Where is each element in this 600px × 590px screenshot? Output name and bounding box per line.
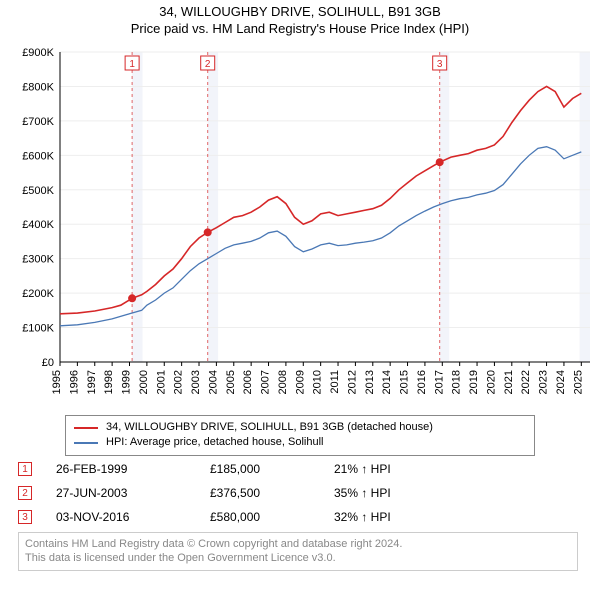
svg-text:1997: 1997 bbox=[86, 370, 98, 394]
svg-text:2019: 2019 bbox=[468, 370, 480, 394]
event-row: 1 26-FEB-1999 £185,000 21% ↑ HPI bbox=[18, 460, 578, 478]
legend-label: 34, WILLOUGHBY DRIVE, SOLIHULL, B91 3GB … bbox=[106, 420, 433, 435]
svg-text:2014: 2014 bbox=[381, 370, 393, 394]
event-pct: 32% ↑ HPI bbox=[334, 510, 454, 524]
legend-swatch bbox=[74, 442, 98, 444]
svg-text:2024: 2024 bbox=[555, 370, 567, 394]
svg-text:2005: 2005 bbox=[225, 370, 237, 394]
event-badge: 3 bbox=[18, 510, 32, 524]
svg-text:2010: 2010 bbox=[312, 370, 324, 394]
svg-text:2004: 2004 bbox=[207, 370, 219, 394]
svg-text:2023: 2023 bbox=[538, 370, 550, 394]
svg-text:1: 1 bbox=[129, 59, 135, 70]
svg-text:2017: 2017 bbox=[433, 370, 445, 394]
event-date: 27-JUN-2003 bbox=[56, 486, 186, 500]
svg-text:2008: 2008 bbox=[277, 370, 289, 394]
svg-text:£800K: £800K bbox=[22, 81, 54, 93]
svg-text:£500K: £500K bbox=[22, 185, 54, 197]
svg-text:2018: 2018 bbox=[451, 370, 463, 394]
event-pct: 21% ↑ HPI bbox=[334, 462, 454, 476]
svg-text:2022: 2022 bbox=[520, 370, 532, 394]
event-badge: 1 bbox=[18, 462, 32, 476]
event-row: 3 03-NOV-2016 £580,000 32% ↑ HPI bbox=[18, 508, 578, 526]
svg-text:2006: 2006 bbox=[242, 370, 254, 394]
svg-text:£900K: £900K bbox=[22, 47, 54, 59]
svg-text:1999: 1999 bbox=[121, 370, 133, 394]
svg-text:£100K: £100K bbox=[22, 323, 54, 335]
license-box: Contains HM Land Registry data © Crown c… bbox=[18, 532, 578, 571]
legend-item: 34, WILLOUGHBY DRIVE, SOLIHULL, B91 3GB … bbox=[74, 420, 526, 435]
svg-text:£0: £0 bbox=[42, 357, 54, 369]
event-badge: 2 bbox=[18, 486, 32, 500]
svg-text:2016: 2016 bbox=[416, 370, 428, 394]
legend-label: HPI: Average price, detached house, Soli… bbox=[106, 435, 324, 450]
svg-text:2001: 2001 bbox=[155, 370, 167, 394]
event-price: £376,500 bbox=[210, 486, 310, 500]
svg-text:1998: 1998 bbox=[103, 370, 115, 394]
svg-text:1995: 1995 bbox=[51, 370, 63, 394]
event-price: £580,000 bbox=[210, 510, 310, 524]
legend-item: HPI: Average price, detached house, Soli… bbox=[74, 435, 526, 450]
svg-text:2002: 2002 bbox=[173, 370, 185, 394]
svg-text:2011: 2011 bbox=[329, 370, 341, 394]
svg-text:2012: 2012 bbox=[346, 370, 358, 394]
svg-text:£700K: £700K bbox=[22, 116, 54, 128]
svg-text:3: 3 bbox=[437, 59, 443, 70]
svg-text:2007: 2007 bbox=[260, 370, 272, 394]
event-price: £185,000 bbox=[210, 462, 310, 476]
svg-text:£300K: £300K bbox=[22, 254, 54, 266]
svg-text:2025: 2025 bbox=[572, 370, 584, 394]
legend-box: 34, WILLOUGHBY DRIVE, SOLIHULL, B91 3GB … bbox=[65, 415, 535, 456]
page-title-line2: Price paid vs. HM Land Registry's House … bbox=[0, 21, 600, 36]
event-date: 26-FEB-1999 bbox=[56, 462, 186, 476]
svg-text:2020: 2020 bbox=[485, 370, 497, 394]
license-line2: This data is licensed under the Open Gov… bbox=[25, 551, 571, 565]
svg-text:2003: 2003 bbox=[190, 370, 202, 394]
svg-text:2000: 2000 bbox=[138, 370, 150, 394]
event-row: 2 27-JUN-2003 £376,500 35% ↑ HPI bbox=[18, 484, 578, 502]
svg-text:£200K: £200K bbox=[22, 288, 54, 300]
page-title-line1: 34, WILLOUGHBY DRIVE, SOLIHULL, B91 3GB bbox=[0, 4, 600, 19]
legend-swatch bbox=[74, 427, 98, 429]
svg-text:2009: 2009 bbox=[294, 370, 306, 394]
svg-text:1996: 1996 bbox=[68, 370, 80, 394]
svg-text:£600K: £600K bbox=[22, 150, 54, 162]
event-date: 03-NOV-2016 bbox=[56, 510, 186, 524]
svg-text:2015: 2015 bbox=[399, 370, 411, 394]
events-table: 1 26-FEB-1999 £185,000 21% ↑ HPI 2 27-JU… bbox=[18, 460, 578, 532]
license-line1: Contains HM Land Registry data © Crown c… bbox=[25, 537, 571, 551]
svg-text:2021: 2021 bbox=[503, 370, 515, 394]
svg-text:£400K: £400K bbox=[22, 219, 54, 231]
price-chart: £0 £100K £200K £300K £400K £500K £600K £700K £80… bbox=[5, 42, 595, 412]
svg-text:2013: 2013 bbox=[364, 370, 376, 394]
svg-text:2: 2 bbox=[205, 59, 211, 70]
event-pct: 35% ↑ HPI bbox=[334, 486, 454, 500]
